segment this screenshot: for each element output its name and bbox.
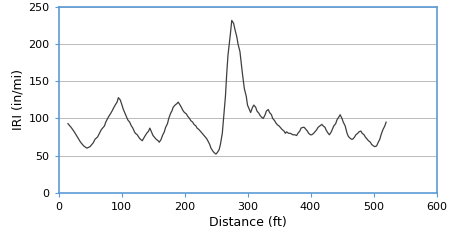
- X-axis label: Distance (ft): Distance (ft): [209, 216, 286, 229]
- Y-axis label: IRI (in/mi): IRI (in/mi): [11, 69, 24, 130]
